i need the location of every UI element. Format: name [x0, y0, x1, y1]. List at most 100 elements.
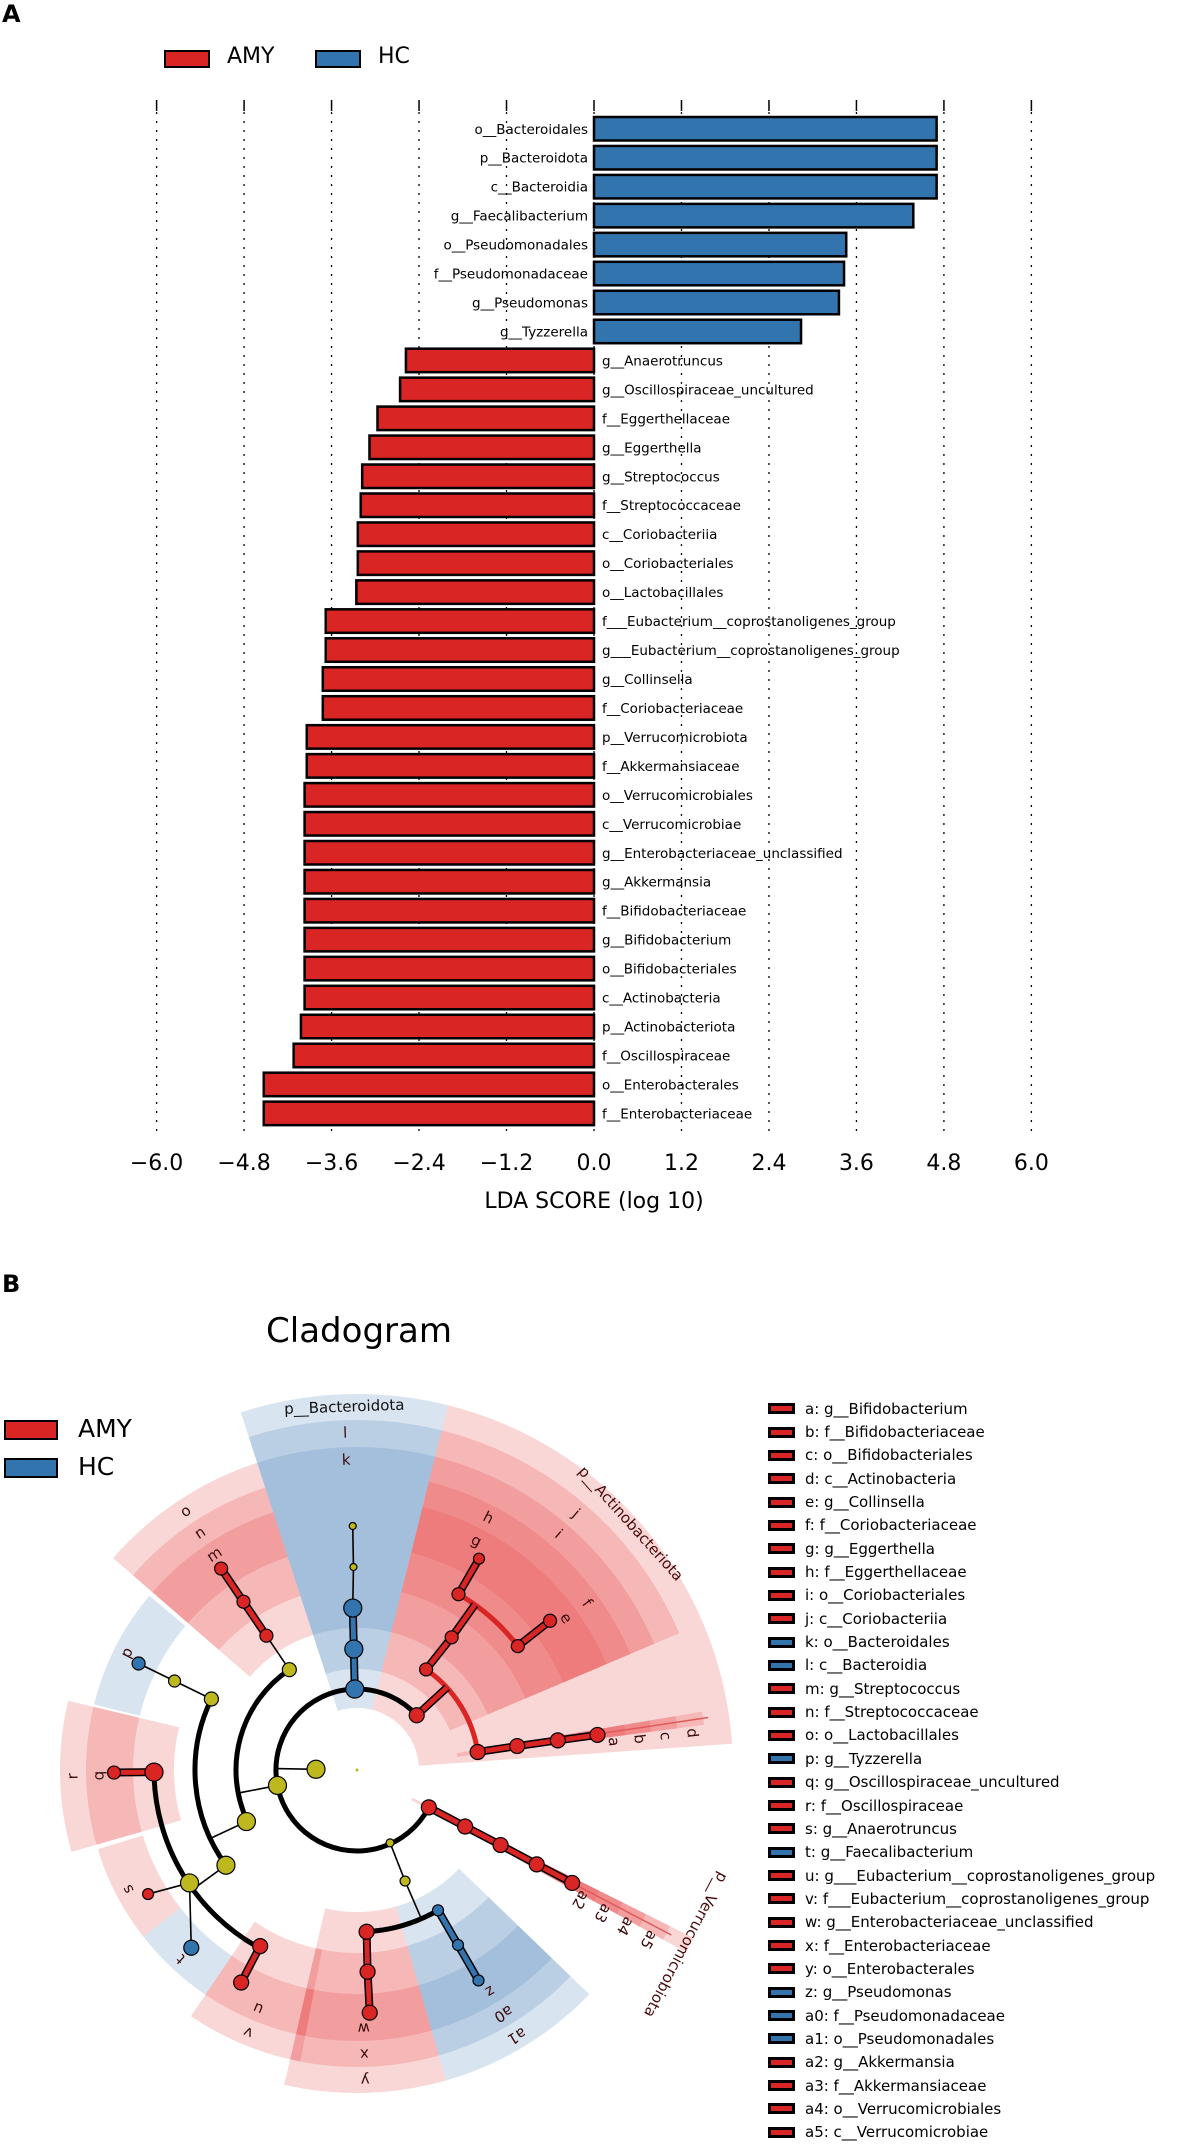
x-tick-label: −4.8 — [217, 1151, 270, 1176]
cladogram-title: Cladogram — [266, 1311, 452, 1351]
cladogram-clade-letter: l — [343, 1424, 348, 1442]
highlight-sector-p — [94, 1596, 185, 1716]
bar — [305, 841, 594, 865]
cladogram-key-item: q: g__Oscillospiraceae_uncultured — [768, 1771, 1155, 1794]
cladogram-node — [452, 1588, 465, 1601]
cladogram-key-item: d: c__Actinobacteria — [768, 1467, 1155, 1490]
cladogram-key-swatch — [768, 1567, 795, 1578]
cladogram-key-label: t: g__Faecalibacterium — [805, 1843, 973, 1861]
cladogram-key-item: c: o__Bifidobacteriales — [768, 1444, 1155, 1467]
bar-label: g___Eubacterium__coprostanoligenes_group — [602, 643, 900, 659]
bar — [301, 1015, 594, 1039]
cladogram-node — [400, 1876, 410, 1886]
bar — [594, 146, 937, 170]
cladogram-key-label: r: f__Oscillospiraceae — [805, 1797, 963, 1815]
cladogram-key-item: z: g__Pseudomonas — [768, 1981, 1155, 2004]
bar-label: g__Tyzzerella — [500, 324, 588, 340]
cladogram-key-item: a0: f__Pseudomonadaceae — [768, 2004, 1155, 2027]
cladogram-key-label: z: g__Pseudomonas — [805, 1983, 952, 2001]
cladogram-key-label: d: c__Actinobacteria — [805, 1470, 956, 1488]
bar-label: c__Coriobacteriia — [602, 527, 717, 543]
cladogram-node — [282, 1663, 296, 1677]
bar-label: g__Streptococcus — [602, 469, 720, 485]
cladogram-node — [349, 1523, 356, 1530]
cladogram-node — [215, 1562, 228, 1575]
cladogram-legend-label-hc: HC — [78, 1452, 114, 1481]
bar — [323, 667, 594, 691]
cladogram-key-label: w: g__Enterobacteriaceae_unclassified — [805, 1913, 1094, 1931]
cladogram-key-swatch — [768, 1870, 795, 1881]
bar-label: f__Oscillospiraceae — [602, 1048, 730, 1064]
cladogram-key-label: o: o__Lactobacillales — [805, 1726, 959, 1744]
cladogram-key-item: o: o__Lactobacillales — [768, 1724, 1155, 1747]
bar-label: g__Eggerthella — [602, 440, 702, 456]
cladogram-key-label: a: g__Bifidobacterium — [805, 1400, 968, 1418]
cladogram-key-swatch — [768, 1683, 795, 1694]
cladogram-key-label: m: g__Streptococcus — [805, 1680, 960, 1698]
bar — [326, 638, 594, 662]
cladogram-node — [143, 1889, 154, 1900]
cladogram-node — [169, 1675, 181, 1687]
cladogram-key-swatch — [768, 2010, 795, 2021]
cladogram-node — [590, 1727, 605, 1742]
cladogram-key-swatch — [768, 1963, 795, 1974]
cladogram-key-swatch — [768, 1940, 795, 1951]
cladogram-key-label: j: c__Coriobacteriia — [805, 1610, 947, 1628]
cladogram-node — [346, 1680, 364, 1698]
cladogram-key-label: y: o__Enterobacterales — [805, 1960, 975, 1978]
cladogram-key-item: a5: c__Verrucomicrobiae — [768, 2121, 1155, 2144]
cladogram-key-label: s: g__Anaerotruncus — [805, 1820, 957, 1838]
bar-label: p__Verrucomicrobiota — [602, 730, 748, 746]
cladogram-key-item: a: g__Bifidobacterium — [768, 1397, 1155, 1420]
bar-label: g__Bifidobacterium — [602, 933, 731, 949]
cladogram-node — [350, 1564, 357, 1571]
bar — [356, 580, 594, 604]
bar — [305, 870, 594, 894]
bar-label: o__Enterobacterales — [602, 1077, 739, 1093]
x-tick-label: −2.4 — [392, 1151, 445, 1176]
cladogram-clade-letter: q — [89, 1771, 107, 1781]
bar-label: g__Collinsella — [602, 672, 693, 688]
bar — [305, 986, 594, 1010]
cladogram-node — [386, 1839, 394, 1847]
bar — [361, 493, 594, 516]
cladogram-node — [510, 1739, 525, 1754]
cladogram-key-swatch — [768, 1590, 795, 1601]
x-tick-label: 0.0 — [577, 1151, 612, 1176]
bar-label: o__Bacteroidales — [474, 122, 588, 138]
cladogram-key-label: a2: g__Akkermansia — [805, 2053, 955, 2071]
bar — [594, 320, 801, 344]
panel-a-label: A — [2, 0, 21, 28]
bar — [305, 957, 594, 981]
cladogram-node — [260, 1629, 273, 1642]
cladogram-key-label: h: f__Eggerthellaceae — [805, 1563, 967, 1581]
cladogram-key-label: u: g___Eubacterium__coprostanoligenes_gr… — [805, 1867, 1155, 1885]
cladogram-key-swatch — [768, 1893, 795, 1904]
cladogram-node — [550, 1733, 565, 1748]
cladogram-key-label: g: g__Eggerthella — [805, 1540, 935, 1558]
cladogram-key-swatch — [768, 1707, 795, 1718]
cladogram-key-label: a4: o__Verrucomicrobiales — [805, 2100, 1001, 2118]
cladogram-key-label: l: c__Bacteroidia — [805, 1656, 927, 1674]
bar-label: g__Oscillospiraceae_uncultured — [602, 382, 814, 398]
cladogram-node — [307, 1760, 325, 1778]
cladogram-key-item: i: o__Coriobacteriales — [768, 1584, 1155, 1607]
bar — [307, 754, 594, 778]
cladogram-key-swatch — [768, 2080, 795, 2091]
cladogram-clade-letter: b — [630, 1733, 649, 1744]
cladogram-key-label: p: g__Tyzzerella — [805, 1750, 922, 1768]
bar — [400, 378, 594, 402]
bar-label: o__Bifidobacteriales — [602, 962, 737, 978]
legend-swatch-amy — [164, 50, 210, 68]
cladogram-key-item: s: g__Anaerotruncus — [768, 1817, 1155, 1840]
cladogram-key-label: a1: o__Pseudomonadales — [805, 2030, 994, 2048]
cladogram-key-swatch — [768, 1473, 795, 1484]
cladogram-node — [217, 1856, 235, 1874]
cladogram-node — [237, 1813, 255, 1831]
bar — [594, 175, 937, 199]
cladogram-branch — [390, 1843, 405, 1881]
legend-label-hc: HC — [378, 44, 410, 69]
bar-label: f__Eggerthellaceae — [602, 411, 730, 427]
cladogram-clade-letter: a — [604, 1736, 623, 1747]
bar-label: p__Bacteroidota — [480, 151, 588, 167]
